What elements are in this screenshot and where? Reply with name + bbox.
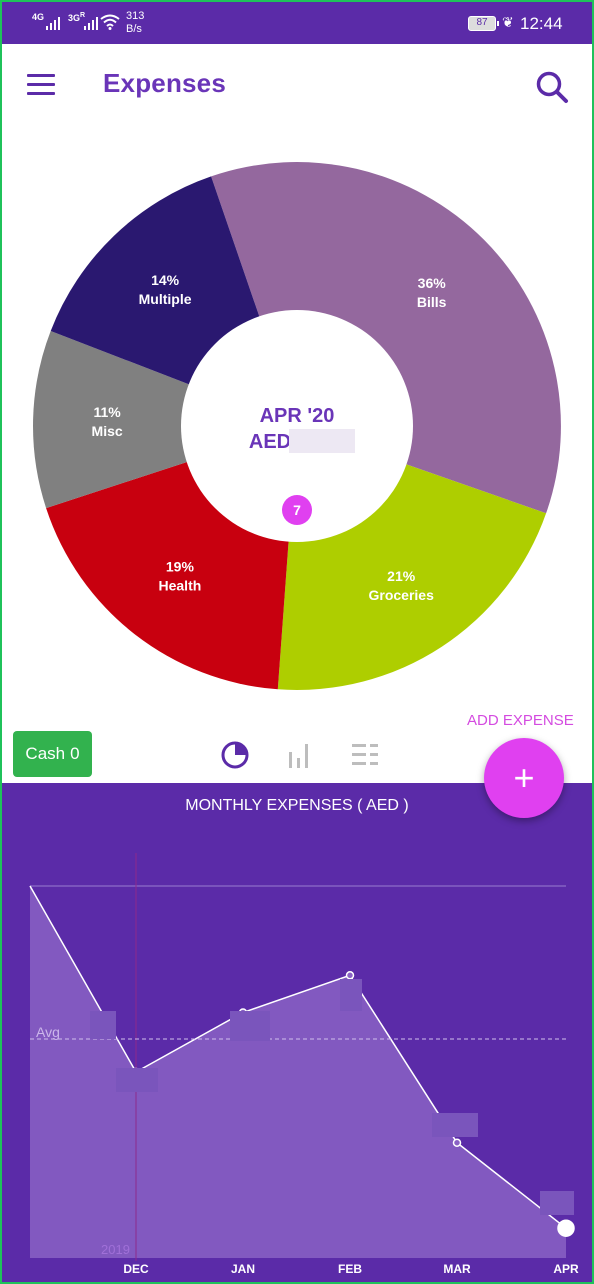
- signal-bars-1-icon: [46, 16, 60, 30]
- redacted-amount: [289, 429, 355, 453]
- slice-percent-label: 21%: [387, 568, 416, 584]
- list-view-icon[interactable]: [348, 738, 382, 772]
- battery-level: 87: [476, 17, 488, 28]
- hamburger-menu-icon[interactable]: [27, 74, 55, 96]
- search-icon[interactable]: [535, 70, 569, 104]
- view-switcher: [212, 738, 382, 772]
- redacted-value: [90, 1011, 116, 1039]
- slice-category-label: Bills: [417, 294, 447, 310]
- x-tick-label: FEB: [338, 1262, 362, 1276]
- donut-center: [181, 310, 413, 542]
- network-speed-value: 313: [126, 10, 145, 22]
- network-speed-unit: B/s: [126, 23, 142, 35]
- avg-label: Avg: [36, 1024, 60, 1040]
- transaction-count-badge[interactable]: [282, 495, 312, 525]
- transaction-count: 7: [293, 502, 301, 518]
- add-expense-link[interactable]: ADD EXPENSE: [467, 712, 574, 729]
- x-tick-label: APR: [553, 1262, 579, 1276]
- bar-chart-icon[interactable]: [282, 738, 316, 772]
- redacted-value: [230, 1011, 270, 1041]
- center-period-label: APR '20: [260, 405, 335, 427]
- slice-misc[interactable]: [33, 331, 297, 509]
- network-speed: 313 B/s: [126, 10, 144, 36]
- battery-icon: 87: [468, 16, 499, 31]
- signal-type-2: 3GR: [68, 12, 86, 23]
- slice-percent-label: 14%: [151, 272, 180, 288]
- add-expense-fab[interactable]: +: [484, 738, 564, 818]
- signal-bars-2-icon: [84, 16, 98, 30]
- power-saving-leaf-icon: ❦: [502, 14, 514, 30]
- slice-category-label: Misc: [92, 423, 123, 439]
- center-currency-label: AED: [249, 431, 291, 453]
- page-title: Expenses: [103, 68, 227, 98]
- clock: 12:44: [520, 14, 563, 33]
- cash-button[interactable]: Cash 0: [13, 731, 92, 777]
- slice-percent-label: 36%: [418, 275, 447, 291]
- redacted-value: [432, 1113, 478, 1137]
- pie-chart-icon[interactable]: [218, 738, 252, 772]
- slice-category-label: Groceries: [369, 587, 435, 603]
- redacted-value: [540, 1191, 574, 1215]
- slice-percent-label: 11%: [93, 404, 121, 420]
- category-donut-chart: APR '20 AED 7 36% Bills 21% Groceries 19% Hea…: [33, 162, 561, 690]
- signal-type-1: 4G: [32, 12, 45, 22]
- monthly-expenses-panel: Avg 2019 DEC JAN FEB MAR APR MONTHLY EXPENSE…: [2, 783, 592, 1282]
- redacted-value: [116, 1068, 158, 1092]
- chart-title: MONTHLY EXPENSES ( AED ): [185, 797, 409, 814]
- series-line: [29, 885, 567, 1229]
- slice-category-label: Multiple: [139, 291, 192, 307]
- year-label: 2019: [101, 1242, 130, 1257]
- monthly-expenses-chart: Avg 2019 DEC JAN FEB MAR APR: [29, 853, 579, 1276]
- slice-percent-label: 19%: [166, 559, 195, 575]
- status-bar: 4G 3GR 313 B/s 87 ❦ 12:44: [2, 2, 592, 44]
- app-bar: Expenses: [2, 44, 592, 126]
- area-fill: [30, 886, 566, 1258]
- x-tick-label: DEC: [123, 1262, 149, 1276]
- redacted-value: [340, 979, 362, 1011]
- wifi-icon: [100, 14, 120, 30]
- x-tick-label: JAN: [231, 1262, 255, 1276]
- x-tick-label: MAR: [443, 1262, 471, 1276]
- data-point-apr[interactable]: [557, 1219, 575, 1237]
- cash-value: 0: [70, 744, 80, 763]
- slice-category-label: Health: [159, 578, 202, 594]
- data-point-feb[interactable]: [345, 971, 355, 980]
- cash-label: Cash: [25, 744, 66, 763]
- data-point-mar[interactable]: [452, 1138, 462, 1147]
